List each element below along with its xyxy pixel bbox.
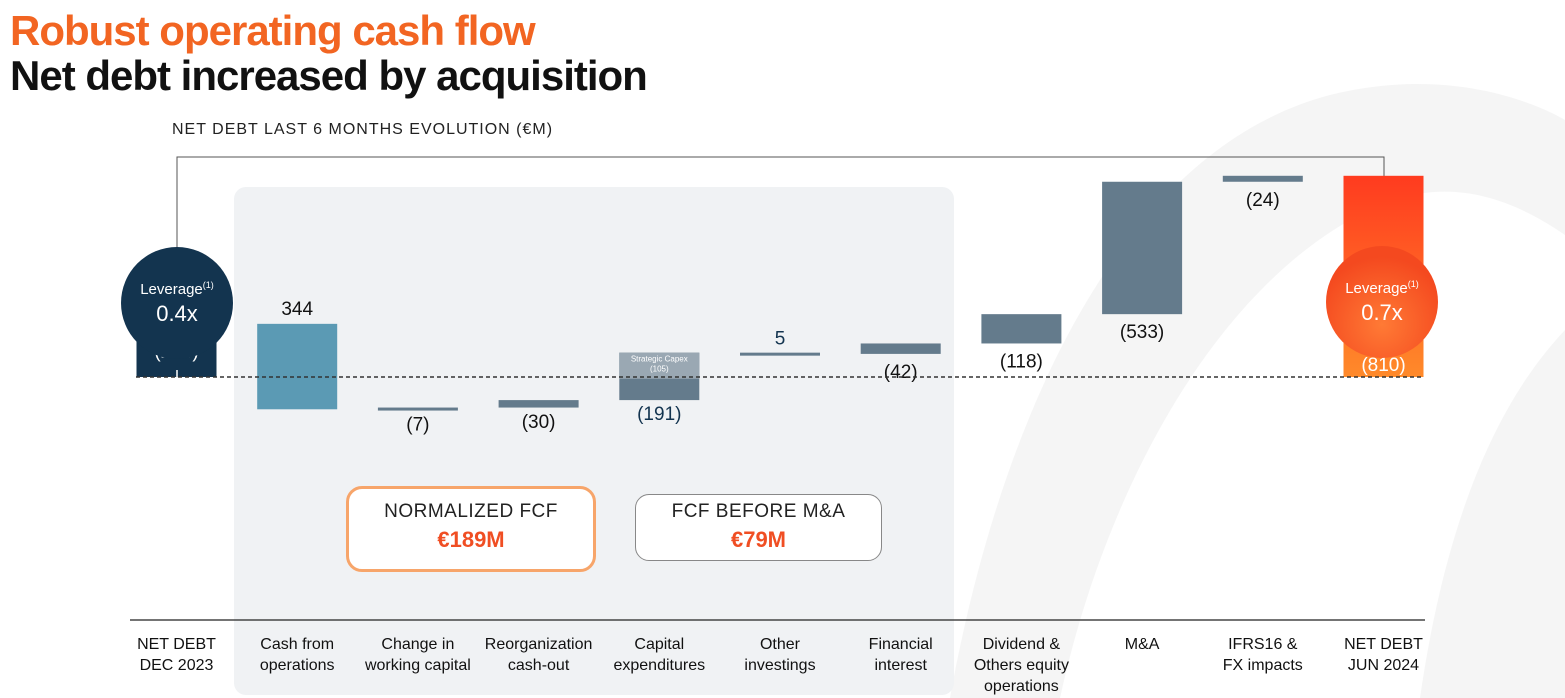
- bar-dividend-others-equity-operations: [981, 314, 1062, 344]
- chart-subtitle: NET DEBT LAST 6 MONTHS EVOLUTION (€M): [172, 121, 554, 138]
- category-label-line: operations: [984, 678, 1059, 695]
- category-label-line: Dividend &: [982, 636, 1061, 653]
- value-label-capital-expenditures: (191): [637, 404, 681, 425]
- bar-financial-interest: [860, 343, 941, 354]
- leverage-start-value: 0.4x: [156, 301, 198, 326]
- category-label-line: Others equity: [973, 657, 1069, 674]
- category-label-line: investings: [744, 657, 816, 674]
- category-label-line: interest: [874, 657, 927, 674]
- category-label-net-debt-dec-2023: NET DEBT DEC 2023: [117, 634, 237, 676]
- value-label-change-in-working-capital: (7): [406, 415, 429, 436]
- category-label-m-a: M&A: [1082, 634, 1202, 655]
- value-label-dividend-others-equity-operations: (118): [1000, 351, 1043, 372]
- category-label-line: Change in: [381, 636, 455, 653]
- strategic-capex-label: Strategic Capex: [631, 355, 688, 364]
- category-label-line: operations: [259, 657, 335, 674]
- category-label-cash-from-operations: Cash from operations: [237, 634, 357, 676]
- value-label-reorganization-cash-out: (30): [522, 412, 556, 433]
- leverage-end-bubble: Leverage(1) 0.7x: [1326, 246, 1438, 358]
- category-label-line: Capital: [634, 636, 685, 653]
- leverage-end-footnote: (1): [1407, 279, 1419, 289]
- category-label-dividend-others-equity-operations: Dividend & Others equity operations: [961, 634, 1081, 697]
- category-label-line: expenditures: [613, 657, 706, 674]
- fcf-before-ma-label: FCF BEFORE M&A: [671, 501, 846, 522]
- normalized-fcf-box: NORMALIZED FCF €189M: [346, 486, 596, 572]
- category-label-change-in-working-capital: Change in working capital: [358, 634, 478, 676]
- value-label-m-a: (533): [1120, 322, 1164, 343]
- normalized-fcf-value: €189M: [437, 527, 505, 552]
- background-swoosh-2: [1420, 330, 1565, 698]
- category-label-line: Financial: [868, 636, 933, 653]
- strategic-capex-value: (105): [650, 365, 669, 374]
- category-label-line: working capital: [364, 657, 471, 674]
- category-label-financial-interest: Financial interest: [841, 634, 961, 676]
- category-label-line: Cash from: [260, 636, 335, 653]
- fcf-before-ma-value: €79M: [730, 527, 787, 552]
- category-label-line: JUN 2024: [1347, 657, 1420, 674]
- value-label-ifrs16-fx-impacts: (24): [1246, 190, 1280, 211]
- category-label-line: Other: [759, 636, 800, 653]
- value-label-net-debt-jun-2024: (810): [1361, 355, 1405, 376]
- fcf-panel: [234, 187, 954, 695]
- title-primary: Robust operating cash flow: [10, 7, 536, 54]
- value-label-cash-from-operations: 344: [281, 299, 313, 320]
- leverage-start-label: Leverage: [140, 281, 203, 298]
- category-label-reorganization-cash-out: Reorganization cash-out: [479, 634, 599, 676]
- category-label-net-debt-jun-2024: NET DEBT JUN 2024: [1324, 634, 1444, 676]
- category-label-capital-expenditures: Capital expenditures: [599, 634, 719, 676]
- category-label-line: Reorganization: [484, 636, 593, 653]
- bar-change-in-working-capital: [377, 407, 458, 411]
- category-label-line: cash-out: [507, 657, 570, 674]
- category-label-line: NET DEBT: [137, 636, 216, 653]
- value-label-other-investings: 5: [775, 329, 786, 350]
- category-label-line: NET DEBT: [1344, 636, 1423, 653]
- bar-reorganization-cash-out: [498, 400, 579, 408]
- bar-ifrs16-fx-impacts: [1222, 175, 1303, 182]
- bar-m-a: [1102, 181, 1183, 315]
- background-swoosh: [950, 84, 1565, 698]
- bar-cash-from-operations: [257, 323, 338, 410]
- category-label-line: IFRS16 &: [1228, 636, 1298, 653]
- leverage-start-footnote: (1): [202, 280, 214, 290]
- fcf-before-ma-box: FCF BEFORE M&A €79M: [635, 494, 882, 561]
- title-secondary: Net debt increased by acquisition: [10, 52, 648, 99]
- value-label-financial-interest: (42): [884, 362, 918, 383]
- leverage-end-label: Leverage: [1345, 280, 1408, 297]
- category-label-ifrs16-fx-impacts: IFRS16 & FX impacts: [1203, 634, 1323, 676]
- category-label-line: DEC 2023: [139, 657, 214, 674]
- bar-other-investings: [740, 352, 820, 356]
- leverage-end-value: 0.7x: [1361, 300, 1403, 325]
- bar-strategic-capex: [619, 352, 700, 379]
- category-label-line: M&A: [1124, 636, 1160, 653]
- leverage-start-bubble: Leverage(1) 0.4x: [121, 247, 233, 359]
- normalized-fcf-label: NORMALIZED FCF: [384, 501, 558, 522]
- category-label-other-investings: Other investings: [720, 634, 840, 676]
- category-label-line: FX impacts: [1222, 657, 1303, 674]
